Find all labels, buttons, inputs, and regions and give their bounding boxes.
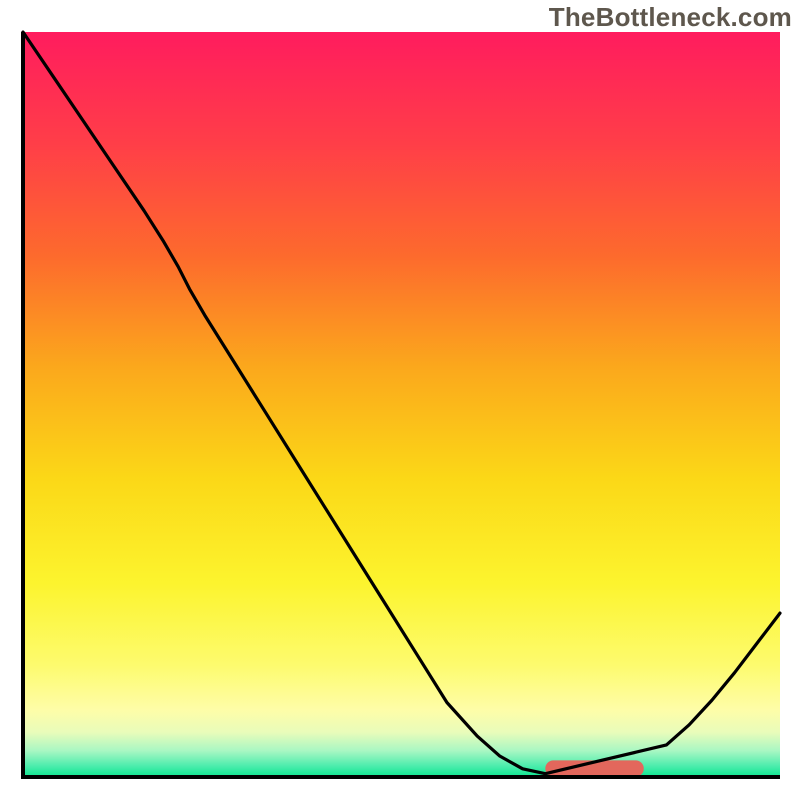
bottleneck-chart (0, 0, 800, 800)
watermark-text: TheBottleneck.com (549, 2, 792, 33)
chart-container: TheBottleneck.com (0, 0, 800, 800)
chart-background (23, 32, 780, 777)
